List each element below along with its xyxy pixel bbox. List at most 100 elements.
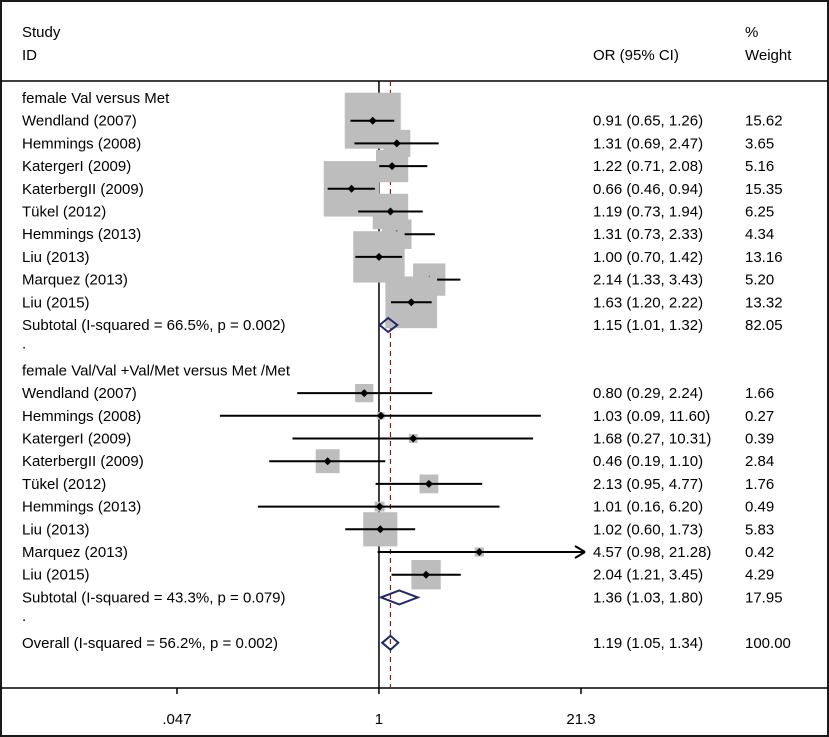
row-spacer-dot: . bbox=[22, 608, 26, 625]
point-estimate-marker bbox=[375, 502, 384, 511]
row-study: KatergerI (2009) 1.22 (0.71, 2.08) 5.16 bbox=[22, 150, 774, 183]
or-ci-text: 0.80 (0.29, 2.24) bbox=[593, 385, 703, 402]
row-study: KatergerI (2009) 1.68 (0.27, 10.31) 0.39 bbox=[22, 431, 774, 448]
study-label: Liu (2013) bbox=[22, 249, 90, 266]
weight-text: 1.76 bbox=[745, 476, 774, 493]
or-ci-text: 1.63 (1.20, 2.22) bbox=[593, 294, 703, 311]
study-label: Liu (2015) bbox=[22, 567, 90, 584]
point-estimate-marker bbox=[368, 116, 377, 125]
or-ci-text: 2.14 (1.33, 3.43) bbox=[593, 272, 703, 289]
axis-tick-label: .047 bbox=[162, 711, 191, 728]
header-weight: Weight bbox=[745, 47, 792, 64]
study-label: Wendland (2007) bbox=[22, 385, 137, 402]
or-ci-text: 1.00 (0.70, 1.42) bbox=[593, 249, 703, 266]
point-estimate-marker bbox=[409, 434, 418, 443]
point-estimate-marker bbox=[376, 525, 385, 534]
weight-text: 0.27 bbox=[745, 408, 774, 425]
weight-text: 5.20 bbox=[745, 272, 774, 289]
study-label: Tükel (2012) bbox=[22, 204, 106, 221]
point-estimate-marker bbox=[407, 298, 416, 307]
point-estimate-marker bbox=[475, 548, 484, 556]
weight-text: 0.39 bbox=[745, 431, 774, 448]
or-ci-text: 1.01 (0.16, 6.20) bbox=[593, 499, 703, 516]
weight-text: 2.84 bbox=[745, 453, 774, 470]
or-ci-text: 1.02 (0.60, 1.73) bbox=[593, 521, 703, 538]
weight-text: 3.65 bbox=[745, 135, 774, 152]
study-label: Wendland (2007) bbox=[22, 113, 137, 130]
point-estimate-marker bbox=[392, 139, 401, 148]
group-heading: female Val/Val +Val/Met versus Met /Met bbox=[22, 362, 291, 379]
point-estimate-marker bbox=[386, 207, 395, 216]
weight-text: 5.16 bbox=[745, 158, 774, 175]
study-label: Tükel (2012) bbox=[22, 476, 106, 493]
weight-text: 15.62 bbox=[745, 113, 783, 130]
subtotal-diamond bbox=[378, 316, 399, 334]
weight-text: 13.32 bbox=[745, 294, 783, 311]
point-estimate-marker bbox=[422, 570, 431, 579]
ci-arrow bbox=[574, 545, 586, 559]
header-id: ID bbox=[22, 47, 37, 64]
or-ci-text: 0.46 (0.19, 1.10) bbox=[593, 453, 703, 470]
axis-tick-label: 1 bbox=[375, 711, 383, 728]
row-study: KaterbergII (2009) 0.46 (0.19, 1.10) 2.84 bbox=[22, 449, 774, 474]
point-estimate-marker bbox=[376, 411, 385, 420]
study-label: Hemmings (2008) bbox=[22, 408, 141, 425]
subtotal-label: Subtotal (I-squared = 66.5%, p = 0.002) bbox=[22, 317, 286, 334]
study-label: KaterbergII (2009) bbox=[22, 181, 144, 198]
overall-label: Overall (I-squared = 56.2%, p = 0.002) bbox=[22, 635, 278, 652]
row-study: Hemmings (2008) 1.31 (0.69, 2.47) 3.65 bbox=[22, 129, 774, 157]
row-study: Liu (2015) 1.63 (1.20, 2.22) 13.32 bbox=[22, 276, 783, 329]
or-ci-text: 1.15 (1.01, 1.32) bbox=[593, 317, 703, 334]
study-label: KaterbergII (2009) bbox=[22, 453, 144, 470]
overall-diamond bbox=[380, 634, 400, 652]
study-label: Liu (2013) bbox=[22, 521, 90, 538]
or-ci-text: 0.91 (0.65, 1.26) bbox=[593, 113, 703, 130]
row-study: Liu (2013) 1.02 (0.60, 1.73) 5.83 bbox=[22, 512, 774, 547]
row-study: Tükel (2012) 2.13 (0.95, 4.77) 1.76 bbox=[22, 474, 774, 494]
subtotal-label: Subtotal (I-squared = 43.3%, p = 0.079) bbox=[22, 589, 286, 606]
axis-tick-label: 21.3 bbox=[566, 711, 595, 728]
row-spacer-dot: . bbox=[22, 336, 26, 353]
or-ci-text: 1.68 (0.27, 10.31) bbox=[593, 431, 711, 448]
row-spacer: . bbox=[22, 336, 26, 353]
header-study: Study bbox=[22, 24, 61, 41]
row-study: Tükel (2012) 1.19 (0.73, 1.94) 6.25 bbox=[22, 193, 774, 230]
weight-text: 6.25 bbox=[745, 204, 774, 221]
row-spacer: . bbox=[22, 608, 26, 625]
header-or-ci: OR (95% CI) bbox=[593, 47, 679, 64]
group-heading: female Val versus Met bbox=[22, 90, 170, 107]
row-study: KaterbergII (2009) 0.66 (0.46, 0.94) 15.35 bbox=[22, 161, 783, 217]
or-ci-text: 1.19 (1.05, 1.34) bbox=[593, 635, 703, 652]
or-ci-text: 1.19 (0.73, 1.94) bbox=[593, 204, 703, 221]
study-label: Liu (2015) bbox=[22, 294, 90, 311]
weight-text: 4.34 bbox=[745, 226, 774, 243]
weight-text: 100.00 bbox=[745, 635, 791, 652]
row-study: Liu (2013) 1.00 (0.70, 1.42) 13.16 bbox=[22, 231, 783, 283]
point-estimate-marker bbox=[374, 252, 383, 261]
point-estimate-marker bbox=[424, 479, 433, 488]
weight-text: 4.29 bbox=[745, 567, 774, 584]
study-rows: female Val versus Met Wendland (2007) 0.91… bbox=[22, 90, 791, 652]
or-ci-text: 1.36 (1.03, 1.80) bbox=[593, 589, 703, 606]
or-ci-text: 2.13 (0.95, 4.77) bbox=[593, 476, 703, 493]
weight-text: 15.35 bbox=[745, 181, 783, 198]
row-study: Wendland (2007) 0.80 (0.29, 2.24) 1.66 bbox=[22, 383, 774, 403]
row-study: Liu (2015) 2.04 (1.21, 3.45) 4.29 bbox=[22, 560, 774, 590]
row-study: Marquez (2013) 4.57 (0.98, 21.28) 0.42 bbox=[22, 544, 774, 561]
study-label: KatergerI (2009) bbox=[22, 431, 131, 448]
row-study: Hemmings (2013) 1.31 (0.73, 2.33) 4.34 bbox=[22, 219, 774, 249]
row-group: female Val versus Met bbox=[22, 90, 170, 107]
weight-text: 17.95 bbox=[745, 589, 783, 606]
point-estimate-marker bbox=[323, 457, 332, 466]
row-study: Hemmings (2008) 1.03 (0.09, 11.60) 0.27 bbox=[22, 408, 774, 425]
row-subtotal: Subtotal (I-squared = 66.5%, p = 0.002) 1… bbox=[22, 316, 783, 334]
weight-text: 1.66 bbox=[745, 385, 774, 402]
study-label: Marquez (2013) bbox=[22, 544, 128, 561]
point-estimate-marker bbox=[347, 184, 356, 193]
weight-text: 82.05 bbox=[745, 317, 783, 334]
study-label: Hemmings (2013) bbox=[22, 499, 141, 516]
point-estimate-marker bbox=[388, 162, 397, 171]
